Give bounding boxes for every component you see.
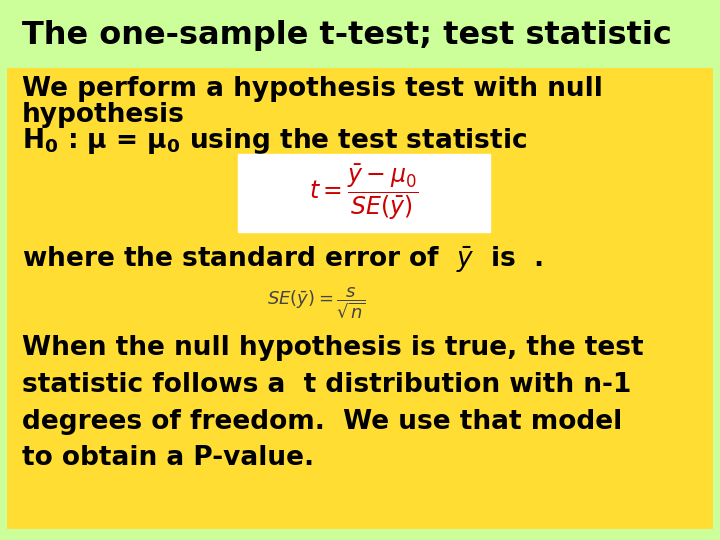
Text: statistic follows a  t distribution with n-1: statistic follows a t distribution with … <box>22 372 631 398</box>
Text: degrees of freedom.  We use that model: degrees of freedom. We use that model <box>22 409 622 435</box>
Text: to obtain a P-value.: to obtain a P-value. <box>22 446 314 471</box>
FancyBboxPatch shape <box>238 154 490 232</box>
Bar <box>7 68 713 529</box>
Text: $\mathit{t} = \dfrac{\bar{y} - \mu_0}{SE(\bar{y})}$: $\mathit{t} = \dfrac{\bar{y} - \mu_0}{SE… <box>309 163 418 222</box>
Text: We perform a hypothesis test with null: We perform a hypothesis test with null <box>22 76 603 102</box>
Text: $SE(\bar{y}) = \dfrac{s}{\sqrt{n}}$: $SE(\bar{y}) = \dfrac{s}{\sqrt{n}}$ <box>267 285 366 320</box>
Text: The one-sample t-test; test statistic: The one-sample t-test; test statistic <box>22 19 672 51</box>
Text: H$_\mathbf{0}$ : $\mathbf{\mu}$ = $\mathbf{\mu_0}$ using the test statistic: H$_\mathbf{0}$ : $\mathbf{\mu}$ = $\math… <box>22 126 526 157</box>
Text: When the null hypothesis is true, the test: When the null hypothesis is true, the te… <box>22 335 643 361</box>
Text: hypothesis: hypothesis <box>22 102 184 128</box>
Text: where the standard error of  $\bar{y}$  is  .: where the standard error of $\bar{y}$ is… <box>22 245 542 275</box>
